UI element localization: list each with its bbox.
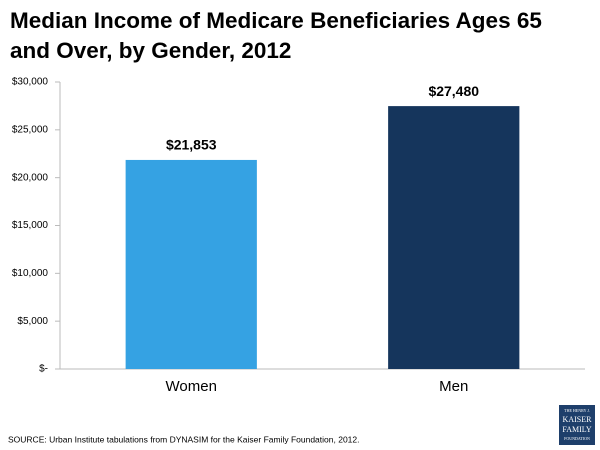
logo-text: KAISER	[563, 415, 593, 424]
chart-title: Median Income of Medicare Beneficiaries …	[10, 8, 542, 63]
y-tick-label: $30,000	[12, 77, 49, 88]
bar	[125, 159, 257, 369]
logo-text: FAMILY	[562, 425, 591, 434]
y-tick-label: $5,000	[17, 316, 48, 327]
y-tick-label: $10,000	[12, 268, 49, 279]
logo-text: THE HENRY J.	[564, 408, 590, 413]
x-tick-label: Women	[166, 378, 217, 395]
x-tick-label: Men	[439, 378, 468, 395]
y-tick-label: $20,000	[12, 172, 49, 183]
y-tick-label: $15,000	[12, 220, 49, 231]
data-label: $27,480	[428, 83, 479, 99]
source: SOURCE: Urban Institute tabulations from…	[8, 434, 359, 444]
logo-box	[559, 405, 595, 445]
y-tick-label: $25,000	[12, 124, 49, 135]
data-label: $21,853	[166, 137, 217, 153]
logo-text: FOUNDATION	[564, 436, 590, 441]
bar	[388, 106, 520, 369]
y-tick-label: $-	[39, 364, 48, 375]
